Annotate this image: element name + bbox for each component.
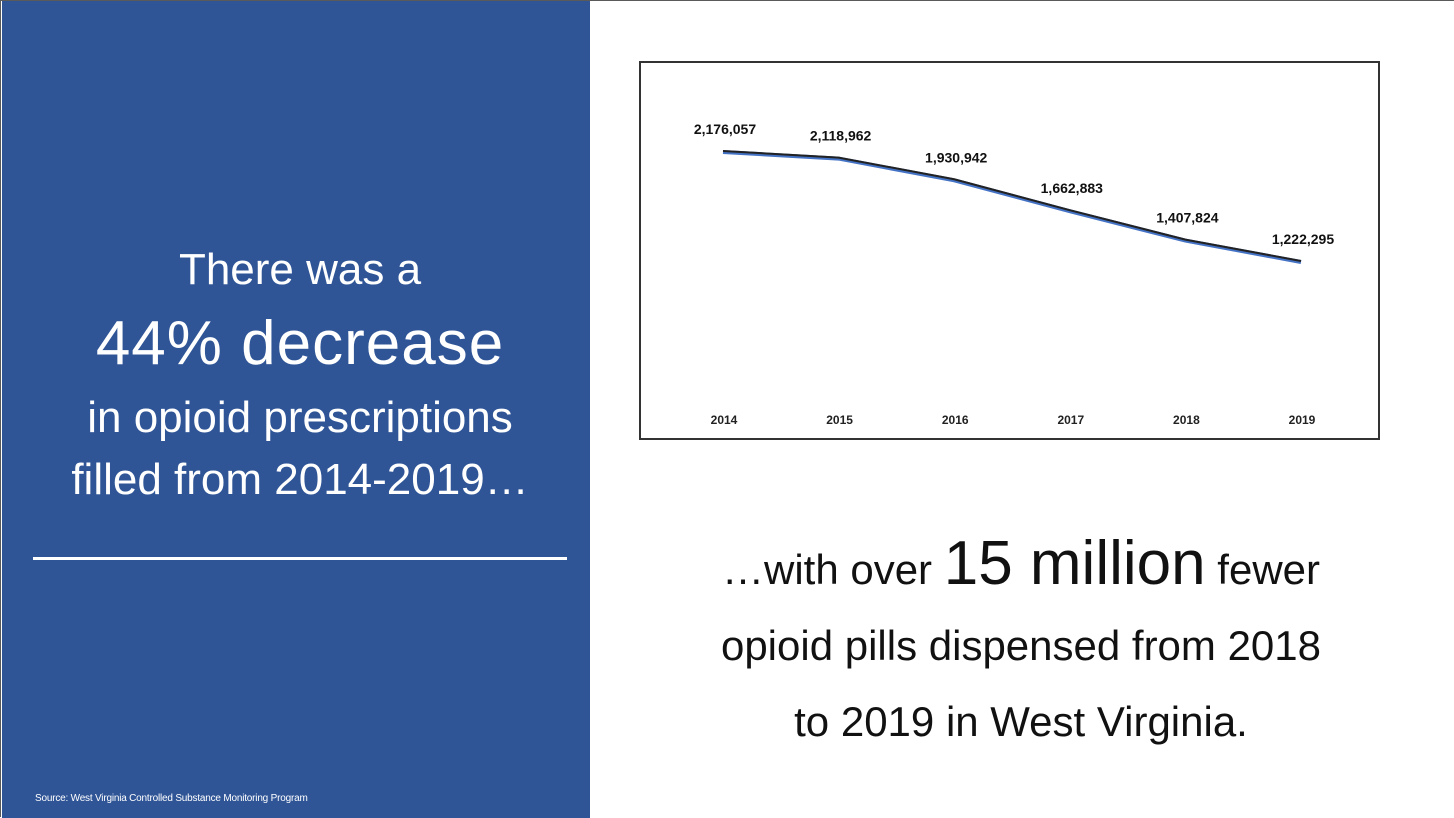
left-panel [2, 1, 590, 818]
x-tick-2016: 2016 [942, 413, 969, 427]
x-tick-2019: 2019 [1289, 413, 1316, 427]
data-label-2017: 1,662,883 [1041, 180, 1103, 196]
data-label-2019: 1,222,295 [1272, 231, 1334, 247]
data-label-2018: 1,407,824 [1156, 210, 1218, 226]
series-line [722, 150, 1302, 262]
headline-line-1: There was a [178, 245, 422, 294]
headline-line-3: in opioid prescriptions [87, 393, 513, 442]
x-tick-2015: 2015 [826, 413, 853, 427]
x-tick-2014: 2014 [711, 413, 738, 427]
tagline-highlight: 15 million [943, 529, 1206, 598]
headline: There was a 44% decrease in opioid presc… [1, 239, 599, 511]
x-tick-2017: 2017 [1057, 413, 1084, 427]
data-label-2014: 2,176,057 [694, 121, 756, 137]
data-label-2015: 2,118,962 [810, 128, 872, 144]
divider-line [33, 557, 567, 560]
headline-percentage: 44% decrease [95, 309, 505, 378]
headline-line-4: filled from 2014-2019… [71, 455, 529, 504]
source-note: Source: West Virginia Controlled Substan… [35, 793, 308, 804]
tagline-line-2: opioid pills dispensed from 2018 [720, 622, 1322, 669]
prescriptions-line-chart: 2,176,057 2,118,962 1,930,942 1,662,883 1,40… [694, 121, 1334, 427]
x-tick-2018: 2018 [1173, 413, 1200, 427]
tagline-line-1: …with over 15 million fewer [621, 526, 1421, 608]
chart-frame: 2,176,057 2,118,962 1,930,942 1,662,883 1,40… [639, 61, 1380, 440]
tagline: …with over 15 million fewer opioid pills… [621, 526, 1421, 760]
tagline-pre: …with over [721, 546, 944, 593]
data-label-2016: 1,930,942 [925, 149, 987, 165]
tagline-post: fewer [1205, 546, 1320, 593]
tagline-line-3: to 2019 in West Virginia. [794, 698, 1248, 745]
